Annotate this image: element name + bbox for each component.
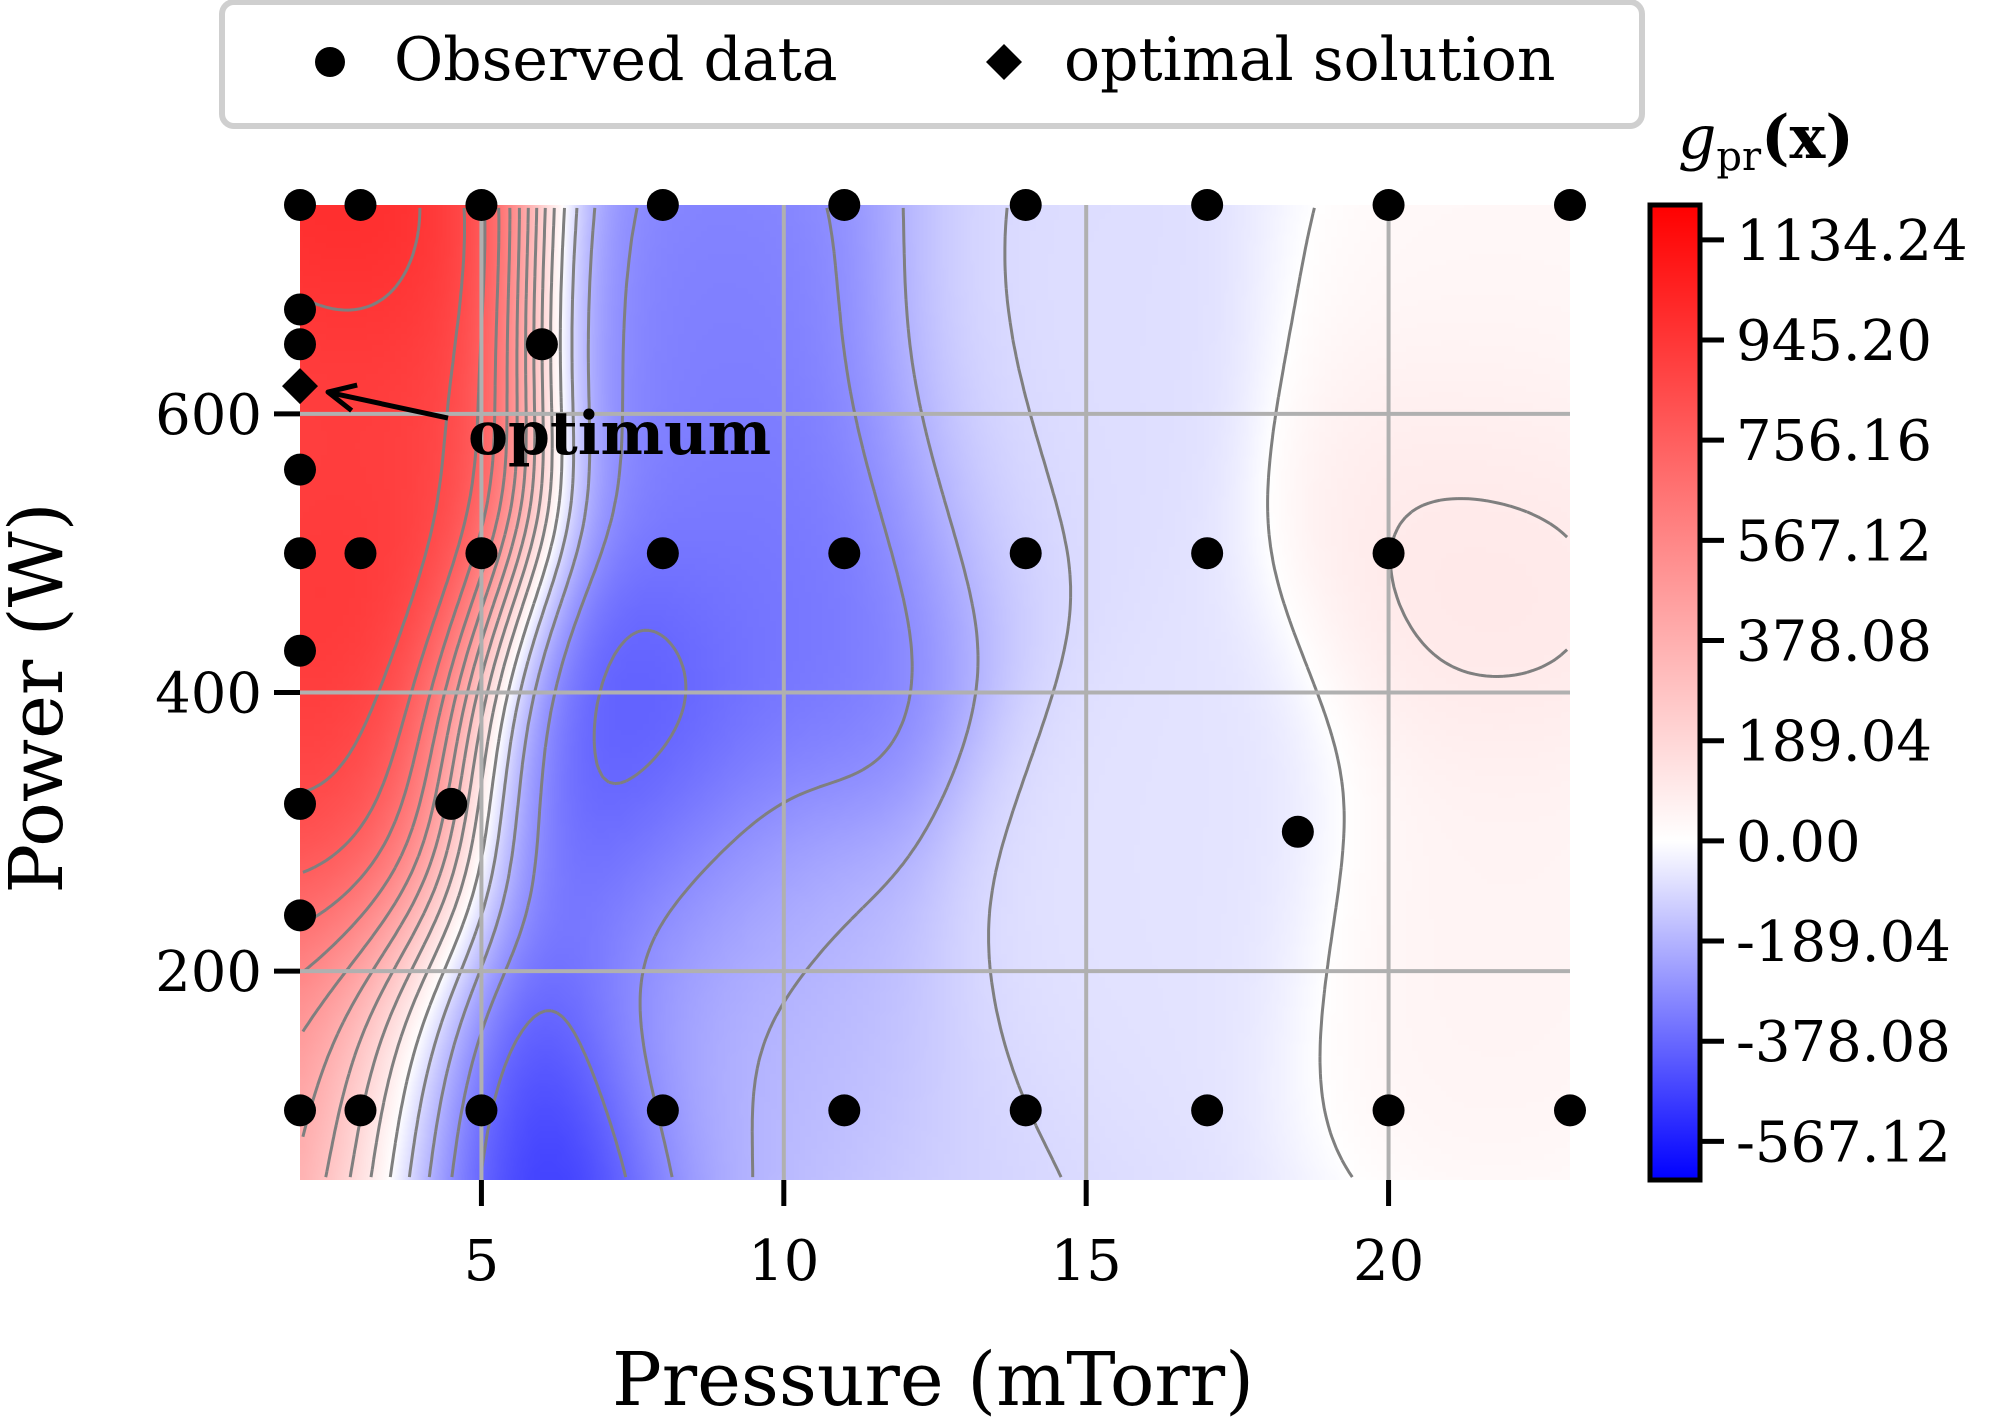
colorbar-tick-label: -378.08	[1736, 1010, 1951, 1075]
observed-point	[646, 537, 679, 570]
colorbar-tick-label: -567.12	[1736, 1110, 1951, 1175]
colorbar-title-argument: (x)	[1761, 103, 1854, 173]
observed-point	[284, 328, 316, 361]
observed-points	[284, 189, 1586, 1127]
observed-point	[1554, 1094, 1586, 1127]
colorbar-tick-label: 756.16	[1736, 409, 1932, 474]
observed-point	[1372, 537, 1405, 570]
contour-level-5	[407, 207, 1073, 1178]
colorbar-tick-label: 378.08	[1736, 610, 1932, 675]
contour-level-3	[450, 207, 914, 1178]
observed-point	[1554, 189, 1586, 221]
colorbar-tick-label: -189.04	[1736, 910, 1951, 975]
colorbar-tick-label: 1134.24	[1736, 209, 1968, 274]
colorbar-tick-label: 567.12	[1736, 509, 1932, 574]
x-tick-label: 5	[464, 1229, 500, 1294]
observed-point	[284, 537, 316, 570]
observed-point	[465, 1094, 498, 1127]
contour-level-12	[301, 207, 512, 974]
x-tick-label: 15	[1051, 1229, 1122, 1294]
observed-point	[1372, 189, 1405, 221]
observed-point	[435, 787, 468, 820]
colorbar-title-g: g	[1678, 103, 1716, 173]
x-tick-label: 10	[748, 1229, 819, 1294]
observed-point	[284, 899, 316, 932]
colorbar-ticks: -567.12 -378.08 -189.04 0.00 189.04 378.08 567…	[1700, 209, 1968, 1175]
y-tick-label: 400	[155, 662, 262, 727]
legend-frame	[219, 0, 1645, 129]
observed-point	[284, 1094, 316, 1127]
y-axis-title: Power (W)	[0, 502, 80, 893]
contour-level-7	[369, 207, 1569, 1178]
observed-point	[1281, 815, 1314, 848]
observed-point	[284, 634, 316, 667]
observed-point	[344, 1094, 377, 1127]
observed-point	[646, 189, 679, 221]
colorbar-title: gpr(x)	[1678, 103, 1854, 180]
observed-point	[344, 537, 377, 570]
observed-point	[1009, 537, 1042, 570]
optimum-group: optimum	[282, 368, 771, 469]
colorbar-title-subscript: pr	[1716, 134, 1762, 180]
observed-point	[828, 537, 861, 570]
x-tick-label: 20	[1353, 1229, 1424, 1294]
y-tick-label: 600	[155, 383, 262, 448]
contour-level-16	[302, 207, 422, 312]
contour-level-11	[301, 207, 521, 1033]
y-tick-label: 200	[155, 940, 262, 1005]
plot-area: 5 10 15 20 200 400 600 optimum	[155, 189, 1586, 1294]
colorbar: gpr(x) -567.12 -378.08 -189.04 0.00 189.04 37…	[1647, 103, 1968, 1183]
observed-point	[284, 189, 316, 221]
observed-point	[1009, 189, 1042, 221]
optimal-solution-marker	[282, 368, 318, 405]
observed-point	[525, 328, 558, 361]
colorbar-tick-label: 189.04	[1736, 710, 1932, 775]
contour-level-13	[302, 207, 501, 926]
legend: Observed data optimal solution	[219, 0, 1645, 129]
observed-point	[1372, 1094, 1405, 1127]
annotation-optimum: optimum	[468, 399, 771, 469]
legend-circle-marker	[315, 47, 345, 77]
observed-point	[465, 189, 498, 221]
contour-level-10	[301, 207, 530, 1138]
observed-point	[646, 1094, 679, 1127]
grid-lines	[300, 205, 1570, 1180]
legend-diamond-marker	[986, 44, 1022, 80]
axis-ticks: 5 10 15 20 200 400 600	[155, 383, 1424, 1294]
observed-point	[828, 1094, 861, 1127]
observed-point	[284, 787, 316, 820]
observed-point	[1191, 537, 1224, 570]
observed-point	[344, 189, 377, 221]
legend-label-observed: Observed data	[394, 25, 838, 95]
legend-label-optimal: optimal solution	[1064, 25, 1556, 95]
colorbar-gradient	[1647, 202, 1703, 1183]
observed-point	[284, 453, 316, 486]
contour-lines	[301, 207, 1569, 1178]
annotation-arrow-shaft	[331, 390, 449, 421]
observed-point	[465, 537, 498, 570]
observed-point	[828, 189, 861, 221]
observed-point	[1191, 1094, 1224, 1127]
colorbar-tick-label: 945.20	[1736, 309, 1932, 374]
observed-point	[284, 293, 316, 326]
x-axis-title: Pressure (mTorr)	[612, 1337, 1254, 1423]
colorbar-tick-label: 0.00	[1736, 810, 1861, 875]
observed-point	[1191, 189, 1224, 221]
annotation-arrow-head	[325, 382, 358, 413]
observed-point	[1009, 1094, 1042, 1127]
